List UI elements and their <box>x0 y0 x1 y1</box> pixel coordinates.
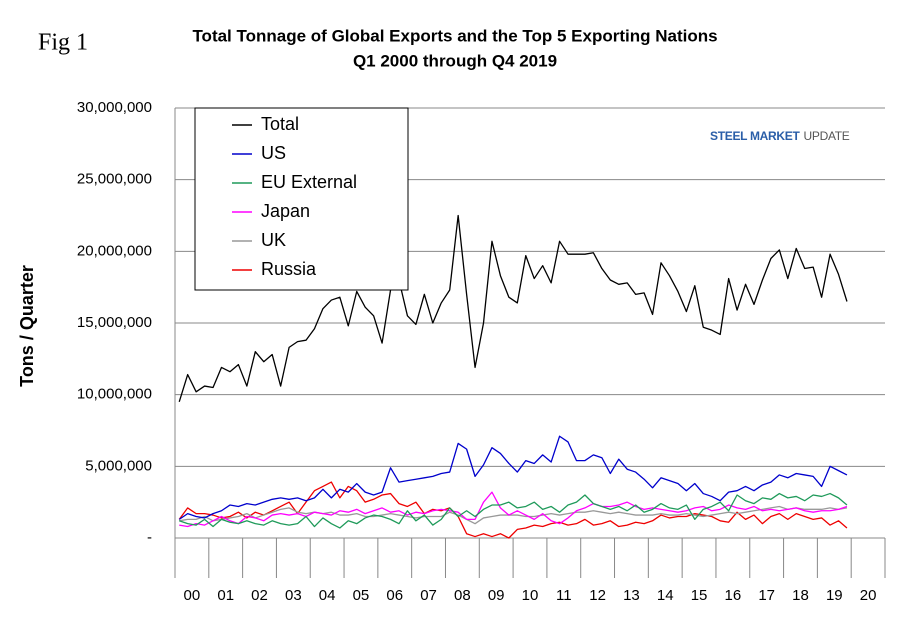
legend-label: Russia <box>261 259 317 279</box>
logo-light: UPDATE <box>804 129 850 143</box>
legend-label: EU External <box>261 172 357 192</box>
x-tick-label: 20 <box>860 587 877 604</box>
y-tick-label: 10,000,000 <box>77 386 152 403</box>
x-tick-label: 11 <box>556 587 572 604</box>
x-tick-label: 03 <box>285 587 302 604</box>
x-tick-label: 18 <box>792 587 809 604</box>
chart-title: Total Tonnage of Global Exports and the … <box>192 26 717 45</box>
x-tick-label: 13 <box>623 587 640 604</box>
x-tick-label: 15 <box>691 587 708 604</box>
x-tick-label: 01 <box>217 587 234 604</box>
y-tick-label: 5,000,000 <box>85 457 152 474</box>
series-line <box>178 435 848 520</box>
legend-label: UK <box>261 230 286 250</box>
legend-label: Japan <box>261 201 310 221</box>
x-tick-label: 07 <box>420 587 437 604</box>
series-line <box>178 214 848 403</box>
x-tick-label: 00 <box>184 587 201 604</box>
x-tick-label: 06 <box>386 587 403 604</box>
x-tick-label: 09 <box>488 587 505 604</box>
legend-box <box>194 107 409 291</box>
logo: STEEL MARKET UPDATE <box>710 129 850 143</box>
x-tick-label: 02 <box>251 587 268 604</box>
legend-label: Total <box>261 114 299 134</box>
y-tick-label: 20,000,000 <box>77 242 152 259</box>
y-tick-label: - <box>147 529 152 546</box>
y-tick-label: 15,000,000 <box>77 314 152 331</box>
y-tick-label: 30,000,000 <box>77 99 152 116</box>
x-tick-label: 12 <box>589 587 606 604</box>
x-tick-label: 16 <box>725 587 742 604</box>
logo-bold: STEEL MARKET <box>710 129 800 143</box>
x-tick-label: 10 <box>522 587 539 604</box>
series-line <box>179 505 848 525</box>
x-tick-label: 05 <box>353 587 370 604</box>
x-tick-label: 17 <box>758 587 775 604</box>
fig-label: Fig 1 <box>38 30 88 56</box>
chart-subtitle: Q1 2000 through Q4 2019 <box>353 51 557 70</box>
y-tick-label: 25,000,000 <box>77 171 152 188</box>
legend-label: US <box>261 143 286 163</box>
x-tick-label: 14 <box>657 587 674 604</box>
x-tick-label: 04 <box>319 587 336 604</box>
x-tick-label: 08 <box>454 587 471 604</box>
series-line <box>179 491 848 528</box>
series-line <box>179 492 848 529</box>
y-axis-label: Tons / Quarter <box>17 265 37 387</box>
x-tick-label: 19 <box>826 587 843 604</box>
